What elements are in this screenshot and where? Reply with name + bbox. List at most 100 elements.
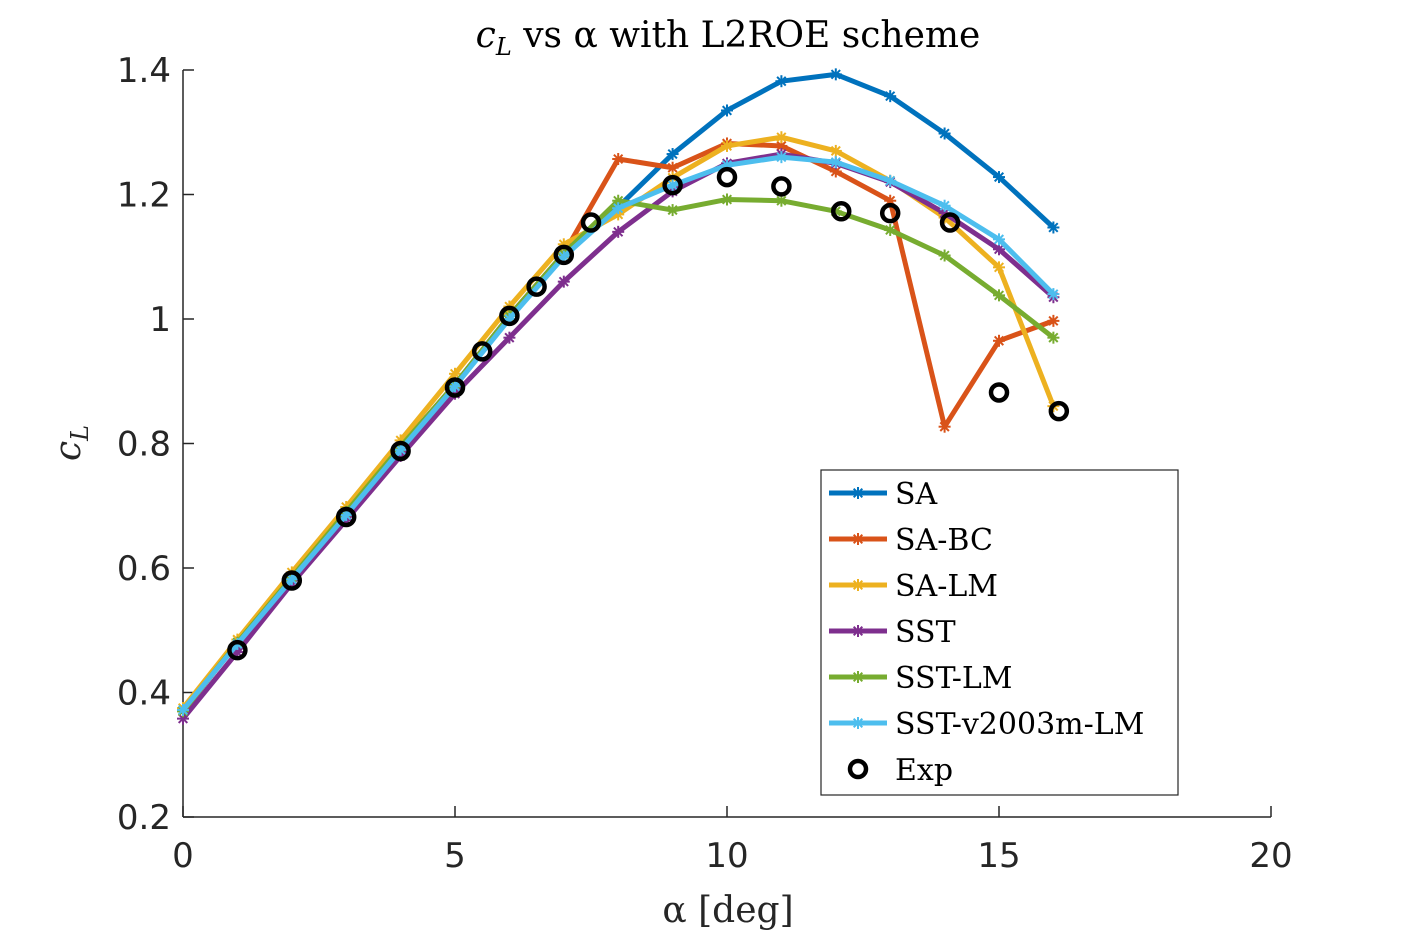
data-point-sst-v2003m-lm [394, 443, 407, 456]
star-marker-stroke [993, 290, 1005, 301]
series-layer [177, 68, 1070, 725]
star-marker-stroke [613, 203, 624, 214]
y-tick-label: 1 [149, 300, 171, 340]
star-marker-stroke [939, 250, 950, 261]
star-marker-stroke [1048, 222, 1059, 233]
data-point-sa-lm [775, 131, 788, 144]
x-tick-label: 10 [705, 836, 748, 876]
star-marker-stroke [667, 180, 678, 191]
y-tick-label: 1.2 [117, 176, 171, 216]
star-marker-stroke [1048, 289, 1059, 300]
data-point-exp [471, 341, 493, 362]
data-point-sa-bc [938, 420, 951, 433]
star-marker-stroke [993, 172, 1005, 183]
data-point-sa [1047, 221, 1060, 234]
data-point-sa-bc [993, 334, 1005, 347]
data-point-exp [662, 174, 683, 196]
star-marker-stroke [395, 444, 406, 455]
legend-label: Exp [895, 753, 953, 788]
data-point-sst-lm [938, 249, 951, 262]
data-point-sa-bc [612, 153, 625, 166]
y-tick-label: 0.6 [117, 549, 171, 589]
star-marker-stroke [613, 226, 624, 237]
data-point-exp [716, 166, 738, 188]
data-point-exp [580, 212, 602, 233]
data-point-exp [526, 276, 547, 297]
x-tick-label: 20 [1249, 836, 1292, 876]
star-marker-stroke [993, 335, 1005, 346]
star-marker-stroke [830, 69, 841, 80]
legend-label: SA-LM [895, 569, 998, 604]
legend-marker [852, 487, 864, 499]
data-point-sst-lm [666, 204, 679, 217]
data-point-sst-lm [884, 223, 897, 236]
x-axis-label: α [deg] [662, 890, 793, 931]
star-marker-stroke [852, 671, 864, 683]
star-marker-stroke [341, 510, 352, 521]
legend-label: SST [895, 615, 956, 650]
star-marker-stroke [613, 153, 624, 165]
star-marker-stroke [885, 91, 896, 102]
data-point-sa [829, 68, 842, 81]
data-point-exp [499, 305, 520, 327]
data-point-exp [281, 570, 303, 591]
legend-label: SA [895, 477, 938, 512]
plot-axes: 0 5 10 15 20 0.2 0.4 0.6 0.8 1 1.2 1.4 [117, 51, 1293, 876]
legend-entry-sst-lm: SST-LM [829, 661, 1013, 696]
legend-entry-sa: SA [829, 477, 938, 512]
star-marker-stroke [993, 244, 1005, 255]
data-point-sa [884, 90, 897, 103]
star-marker-stroke [885, 224, 896, 236]
y-axis-label: cL [48, 425, 94, 461]
y-tick-label: 0.2 [117, 798, 171, 838]
legend-marker [852, 579, 864, 591]
legend-entry-exp: Exp [847, 753, 953, 788]
star-marker-stroke [993, 262, 1005, 273]
x-tick-label: 15 [977, 836, 1020, 876]
star-marker-stroke [776, 76, 787, 87]
y-tick-label: 0.4 [117, 674, 171, 714]
data-point-sst [503, 331, 516, 344]
legend-label: SST-v2003m-LM [895, 707, 1144, 742]
star-marker-stroke [1048, 315, 1059, 326]
data-point-sst-v2003m-lm [340, 509, 353, 522]
legend-label: SST-LM [895, 661, 1013, 696]
legend-entry-sst: SST [829, 615, 956, 650]
data-point-sa-lm [829, 144, 842, 157]
star-marker-stroke [776, 195, 787, 206]
data-point-sst [177, 712, 189, 725]
star-marker-stroke [852, 533, 864, 545]
legend-entry-sst-v2003m-lm: SST-v2003m-LM [829, 707, 1144, 742]
legend-entry-sa-bc: SA-BC [829, 523, 993, 558]
data-point-sst-v2003m-lm [884, 174, 897, 187]
series-exp [227, 166, 1070, 661]
data-point-exp [553, 244, 575, 266]
star-marker-stroke [776, 140, 787, 151]
data-point-exp [444, 377, 466, 398]
data-point-sst-v2003m-lm [177, 703, 189, 716]
star-marker-stroke [852, 487, 864, 499]
data-point-sst-v2003m-lm [449, 380, 461, 393]
star-marker-stroke [177, 713, 189, 724]
star-marker-stroke [721, 105, 733, 116]
star-marker-stroke [852, 579, 864, 591]
data-point-exp [879, 202, 901, 224]
star-marker-stroke [776, 152, 787, 163]
data-point-sst-lm [1047, 331, 1060, 344]
data-point-sst-v2003m-lm [612, 202, 625, 215]
data-point-exp [830, 201, 852, 222]
legend-marker [852, 671, 864, 683]
legend-label: SA-BC [895, 523, 993, 558]
data-point-sst-v2003m-lm [285, 573, 298, 586]
star-marker-stroke [667, 205, 678, 216]
data-point-exp [1048, 400, 1070, 422]
star-marker-stroke [852, 717, 864, 729]
star-marker-stroke [449, 381, 461, 392]
star-marker-stroke [721, 194, 733, 205]
star-marker-stroke [776, 132, 787, 143]
data-point-exp [335, 506, 357, 528]
legend-entry-sa-lm: SA-LM [829, 569, 998, 604]
data-point-sa [993, 171, 1005, 184]
data-point-sa-lm [721, 139, 733, 152]
data-point-sst-v2003m-lm [993, 233, 1005, 246]
